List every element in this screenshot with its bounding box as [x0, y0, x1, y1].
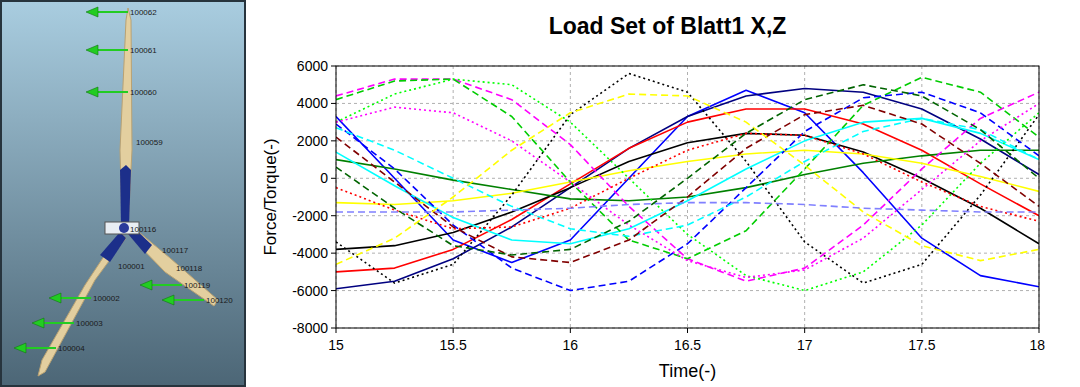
tick-label: -4000: [292, 245, 328, 261]
hub-center: [119, 223, 129, 233]
blade: [120, 8, 132, 228]
tick-label: -6000: [292, 283, 328, 299]
tick-mark: [331, 290, 336, 291]
tick-label: 15: [328, 337, 344, 353]
turbine-model: 100062 100061 100060 100059 100116 100117 1001…: [14, 7, 233, 376]
load-arrow-head: [140, 280, 152, 290]
tick-mark: [570, 328, 571, 333]
series-line: [336, 92, 1039, 290]
tick-label: 15.5: [440, 337, 467, 353]
node-label: 100119: [184, 281, 211, 290]
tick-mark: [331, 140, 336, 141]
node-label: 100002: [93, 294, 120, 303]
series-line: [336, 118, 1039, 243]
load-arrow: [94, 91, 128, 93]
tick-label: 16.5: [674, 337, 701, 353]
series-line: [336, 203, 1039, 212]
load-arrow-head: [49, 293, 61, 303]
tick-label: -2000: [292, 208, 328, 224]
series-line: [336, 133, 1039, 228]
chart-background: [250, 0, 1080, 387]
series-line: [336, 90, 1039, 286]
load-arrow-head: [32, 318, 44, 328]
series-line: [336, 150, 1039, 201]
tick-label: 2000: [297, 133, 328, 149]
blade-root: [100, 232, 126, 262]
tick-mark: [331, 253, 336, 254]
tick-label: 17: [797, 337, 813, 353]
series-line: [336, 103, 1039, 277]
load-arrow-head: [86, 7, 98, 17]
load-arrow-head: [86, 45, 98, 55]
load-arrow-head: [86, 87, 98, 97]
tick-mark: [921, 328, 922, 333]
node-label: 100116: [130, 225, 157, 234]
blade-root: [120, 165, 131, 226]
tick-mark: [687, 328, 688, 333]
series-line: [336, 79, 1039, 290]
load-arrow: [40, 322, 74, 324]
page: 100062 100061 100060 100059 100116 100117 1001…: [0, 0, 1080, 387]
y-axis-label: Force/Torque(-): [261, 138, 280, 255]
tick-mark: [453, 328, 454, 333]
load-arrow-head: [14, 343, 26, 353]
tick-label: 4000: [297, 95, 328, 111]
plot-frame: [336, 66, 1039, 328]
tick-mark: [804, 328, 805, 333]
node-label: 100060: [130, 88, 157, 97]
series-line: [336, 133, 1039, 249]
tick-mark: [331, 103, 336, 104]
series-line: [336, 73, 1039, 283]
tick-label: 0: [320, 170, 328, 186]
node-label: 100061: [130, 46, 157, 55]
tick-mark: [331, 328, 336, 329]
plot-area: [336, 73, 1039, 290]
node-label: 100004: [58, 344, 85, 353]
node-label: 100117: [162, 246, 189, 255]
tick-label: -8000: [292, 320, 328, 336]
node-label: 100120: [206, 296, 233, 305]
tick-label: 17.5: [908, 337, 935, 353]
grid: [336, 66, 1039, 328]
load-arrow: [94, 49, 128, 51]
load-arrow: [57, 297, 91, 299]
model-panel: [1, 1, 245, 386]
tick-mark: [336, 328, 337, 333]
load-arrow-head: [162, 295, 174, 305]
node-label: 100118: [176, 264, 203, 273]
tick-label: 18: [1029, 337, 1045, 353]
grid-line: [804, 66, 805, 328]
tick-mark: [1039, 328, 1040, 333]
tick-label: 16: [563, 337, 579, 353]
load-arrow: [94, 11, 128, 13]
x-axis-label: Time(-): [659, 361, 716, 381]
node-label: 100003: [76, 319, 103, 328]
node-label: 100059: [136, 138, 163, 147]
series-line: [336, 109, 1039, 272]
node-label: 100062: [130, 8, 157, 17]
tick-mark: [331, 66, 336, 67]
grid-line: [570, 66, 571, 328]
series-line: [336, 79, 1039, 281]
node-label: 100001: [118, 262, 145, 271]
load-arrow: [148, 284, 182, 286]
load-arrow: [170, 299, 204, 301]
grid-line: [921, 66, 922, 328]
blade: [38, 232, 126, 376]
load-arrow: [22, 347, 56, 349]
tick-label: 6000: [297, 58, 328, 74]
tick-mark: [331, 215, 336, 216]
tick-mark: [331, 178, 336, 179]
series-line: [336, 85, 1039, 255]
chart-title: Load Set of Blatt1 X,Z: [549, 13, 787, 39]
series-line: [336, 77, 1039, 259]
